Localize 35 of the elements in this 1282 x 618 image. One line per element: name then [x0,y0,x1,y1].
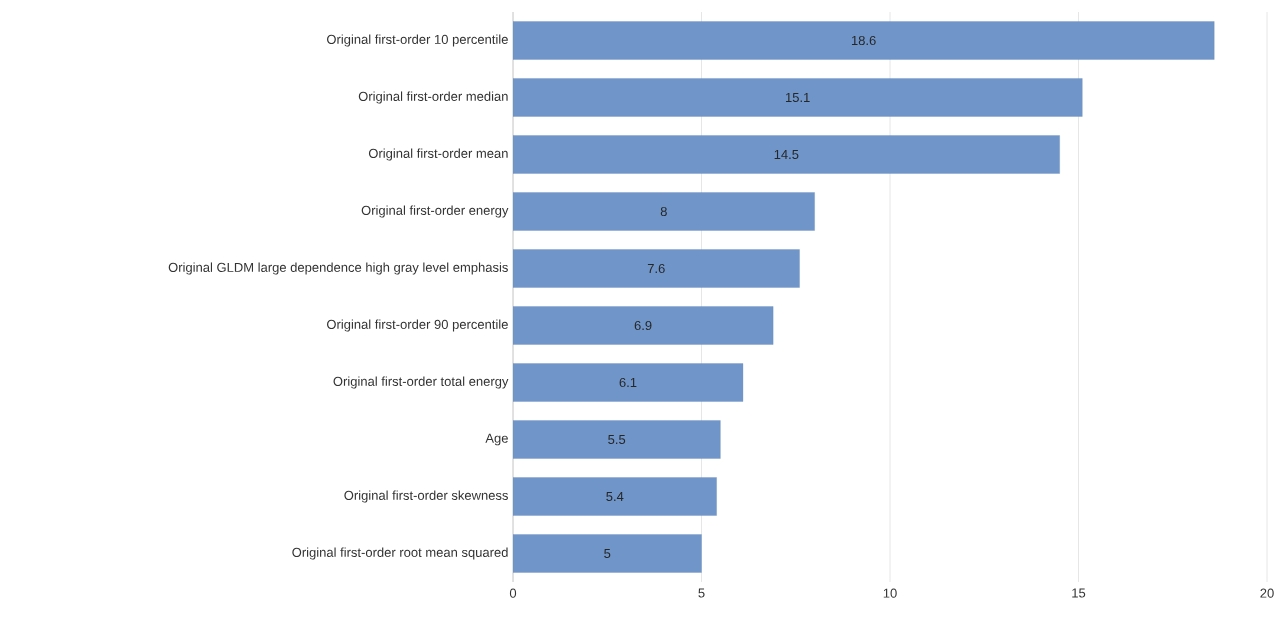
bar [513,420,721,459]
data-label: 7.6 [647,263,665,274]
y-tick-label: Original first-order skewness [344,490,508,503]
data-label: 15.1 [785,92,810,103]
x-tick-label: 5 [698,588,705,598]
x-tick-label: 20 [1260,588,1274,598]
bar [513,78,1083,117]
data-label: 6.1 [619,377,637,388]
bar [513,477,717,516]
bar [513,192,815,231]
x-tick-label: 10 [883,588,897,598]
x-tick-label: 0 [509,588,517,598]
y-tick-label: Original first-order total energy [333,376,509,389]
bar [513,534,702,573]
y-tick-label: Original GLDM large dependence high gray level emphasis [168,262,508,275]
x-tick-label: 15 [1072,588,1086,598]
data-label: 6.9 [634,320,652,331]
y-tick-label: Original first-order mean [368,148,508,161]
bar [513,249,800,288]
y-tick-label: Original first-order 10 percentile [327,34,508,47]
y-tick-label: Original first-order 90 percentile [327,319,508,332]
y-tick-label: Original first-order median [358,91,508,104]
data-label: 5.5 [608,434,626,445]
bar [513,363,744,402]
bar [513,135,1060,174]
data-label: 5 [604,548,611,559]
data-label: 8 [660,206,667,217]
y-tick-label: Original first-order root mean squared [292,547,508,560]
data-label: 14.5 [774,149,799,160]
data-label: 5.4 [606,491,624,502]
y-tick-label: Original first-order energy [361,205,509,218]
bar [513,306,774,345]
bar [513,21,1215,60]
data-label: 18.6 [851,35,876,46]
y-tick-label: Age [485,433,508,446]
